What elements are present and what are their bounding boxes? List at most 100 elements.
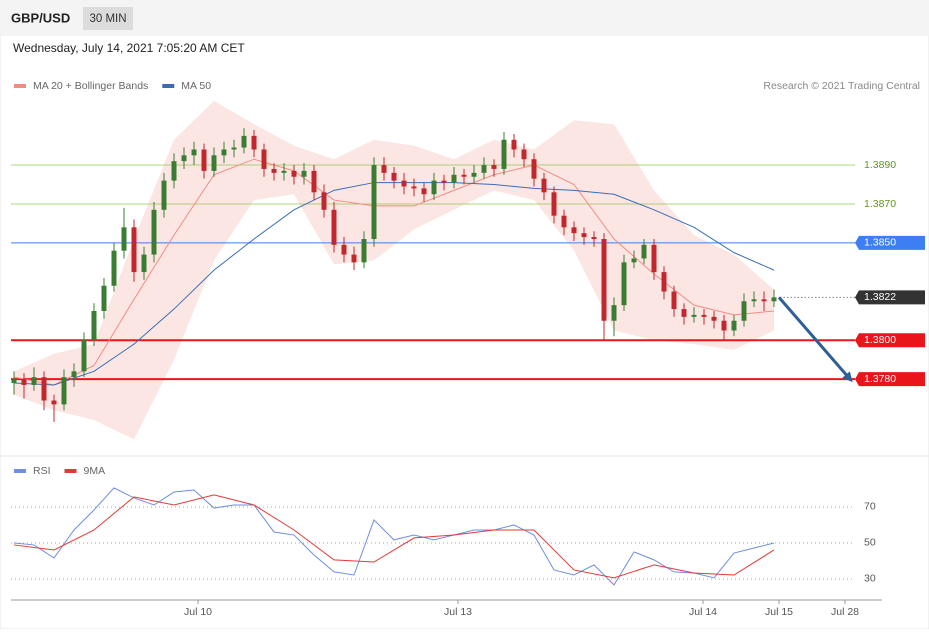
candle-body [331, 209, 337, 245]
rsi-line [13, 487, 775, 586]
legend-label: MA 50 [181, 80, 211, 92]
timestamp: Wednesday, July 14, 2021 7:05:20 AM CET [13, 41, 245, 55]
level-label: 1.3890 [864, 159, 896, 171]
x-tick-label: Jul 15 [765, 606, 793, 618]
candle-body [451, 174, 457, 183]
candle-body [181, 155, 187, 162]
candle-body [311, 170, 317, 193]
candle-body [301, 170, 307, 177]
candle-body [381, 165, 387, 173]
candle-body [71, 371, 77, 378]
level-label: 1.3780 [864, 373, 896, 385]
candle-body [171, 161, 177, 181]
candle-body [421, 188, 427, 195]
level-label: 1.3800 [864, 334, 896, 346]
candle-body [691, 314, 697, 317]
candle-body [721, 320, 727, 331]
candle-body [281, 170, 287, 173]
candle-body [711, 316, 717, 321]
level-label-box [855, 290, 925, 305]
forecast-arrow [777, 296, 853, 383]
rsi-line [13, 494, 775, 579]
x-tick-label: Jul 14 [689, 606, 717, 618]
candle-body [541, 178, 547, 193]
candle-body [651, 244, 657, 273]
level-label: 1.3822 [864, 291, 896, 303]
candle-body [111, 250, 117, 286]
candle-body [321, 192, 327, 210]
candle-body [101, 285, 107, 311]
candle-body [271, 168, 277, 173]
candle-body [511, 139, 517, 150]
candle-body [521, 149, 527, 160]
y-tick-label: 30 [864, 573, 876, 585]
candle-body [211, 155, 217, 171]
candle-body [141, 254, 147, 273]
candle-body [601, 239, 607, 321]
candle-body [551, 192, 557, 216]
level-label: 1.3850 [864, 237, 896, 249]
candle-body [531, 159, 537, 179]
candle-body [61, 377, 67, 405]
candle-body [621, 262, 627, 306]
timeframe[interactable]: 30 MIN [89, 13, 126, 25]
timeframe-box[interactable] [83, 7, 133, 30]
candle-body [751, 299, 757, 302]
legend-label: RSI [33, 465, 51, 477]
candle-body [461, 174, 467, 177]
candle-body [441, 180, 447, 183]
candle-body [631, 258, 637, 263]
candle-body [481, 165, 487, 173]
candle-body [371, 165, 377, 239]
candle-body [431, 180, 437, 195]
candle-body [501, 139, 507, 169]
legend-label: 9MA [84, 465, 106, 477]
candle-body [161, 180, 167, 210]
candle-body [191, 149, 197, 156]
legend-swatch [64, 469, 77, 473]
candle-body [411, 186, 417, 189]
moving-average [13, 158, 775, 386]
candle-body [81, 340, 87, 372]
candle-body [351, 254, 357, 263]
x-tick-label: Jul 10 [184, 606, 212, 618]
candle-body [341, 244, 347, 255]
candle-body [661, 272, 667, 292]
candle-body [231, 147, 237, 150]
candle-body [11, 379, 17, 383]
candle-body [291, 170, 297, 177]
candle-body [561, 215, 567, 228]
candle-body [591, 237, 597, 239]
candle-body [201, 149, 207, 171]
x-tick-label: Jul 28 [831, 606, 859, 618]
legend-label: MA 20 + Bollinger Bands [33, 80, 148, 92]
candle-body [131, 227, 137, 273]
candle-body [701, 314, 707, 317]
candle-body [361, 239, 367, 263]
candle-body [611, 305, 617, 321]
candle-body [401, 180, 407, 187]
symbol: GBP/USD [11, 10, 70, 25]
level-label-box [855, 333, 925, 348]
level-label: 1.3870 [864, 198, 896, 210]
candle-body [221, 149, 227, 156]
level-label-box [855, 372, 925, 387]
candle-body [571, 227, 577, 234]
candle-body [671, 291, 677, 310]
candle-body [241, 135, 247, 148]
header-bar [0, 0, 929, 36]
candle-body [741, 301, 747, 321]
candle-body [121, 227, 127, 251]
candle-body [21, 379, 27, 385]
candle-body [251, 135, 257, 150]
y-tick-label: 70 [864, 501, 876, 513]
legend-swatch [162, 84, 175, 88]
candle-body [151, 209, 157, 255]
candle-body [641, 244, 647, 259]
candle-body [761, 299, 767, 302]
candle-body [41, 377, 47, 401]
candle-body [31, 377, 37, 385]
candle-body [771, 297, 777, 302]
